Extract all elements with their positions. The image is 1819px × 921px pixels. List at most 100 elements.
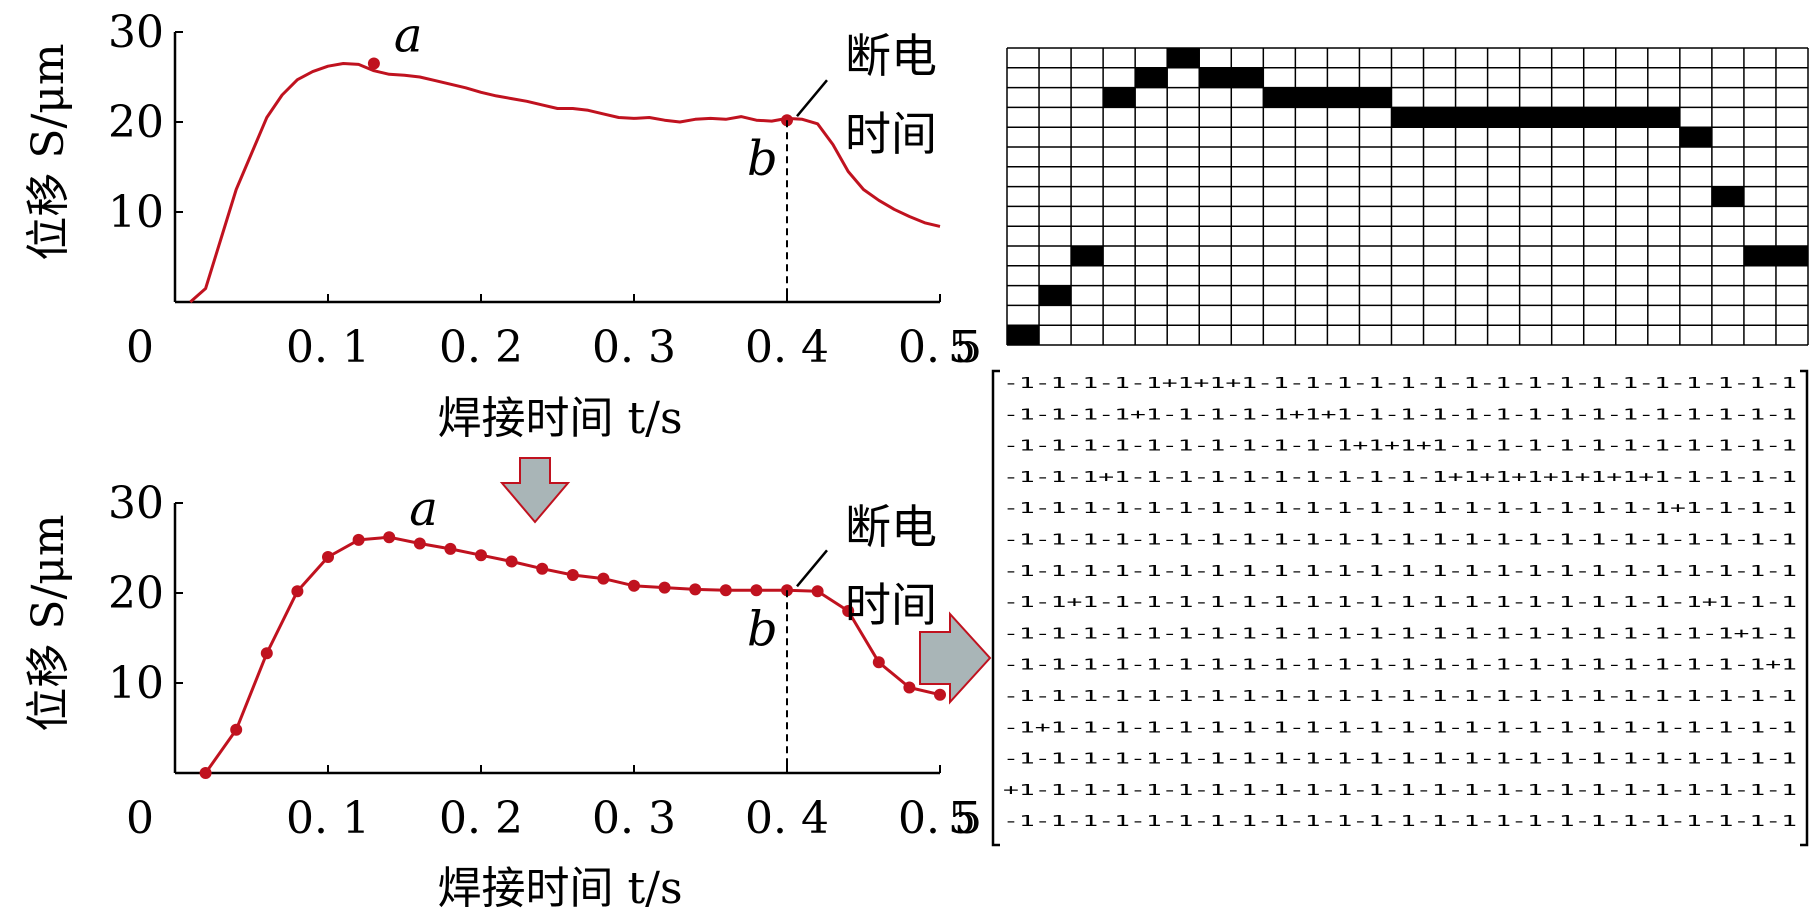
data-point	[903, 681, 916, 694]
grid-filled-cell	[1583, 107, 1616, 128]
matrix-row: -1-1-1-1-1-1-1-1-1-1-1-1-1-1-1-1-1-1-1-1…	[1003, 499, 1797, 517]
top-chart-point-b-label: b	[747, 131, 778, 187]
bottom-chart: 0 0. 1 0. 2 0. 3 0. 4 0. 5 10 20 30 a b 断电 时间 焊接…	[23, 478, 982, 914]
bottom-chart-y-axis-label: 位移 S/μm	[23, 514, 74, 731]
grid-filled-cell	[1231, 67, 1264, 88]
grid-filled-cell	[1647, 107, 1680, 128]
top-chart-axes	[173, 32, 940, 304]
matrix-row: -1+1-1-1-1-1-1-1-1-1-1-1-1-1-1-1-1-1-1-1…	[1003, 718, 1797, 736]
data-point	[536, 562, 549, 575]
x-tick-label: 0. 1	[286, 322, 370, 373]
y-tick-label: 30	[108, 7, 164, 58]
y-tick-label: 20	[108, 568, 164, 619]
grid-filled-cell	[1391, 107, 1424, 128]
matrix-row: -1-1-1-1-1-1-1-1-1-1-1-1-1-1-1-1-1-1-1-1…	[1003, 656, 1797, 674]
x-tick-label: 0	[126, 793, 154, 844]
x-tick-label: 5	[948, 322, 976, 373]
matrix-row: -1-1-1-1-1-1-1-1-1-1-1-1-1-1-1-1-1-1-1-1…	[1003, 750, 1797, 768]
right-arrow-icon	[919, 611, 992, 705]
matrix-row: -1-1-1-1+1-1-1-1-1+1+1-1-1-1-1-1-1-1-1-1…	[1003, 405, 1797, 423]
matrix-row: -1-1-1-1-1-1-1-1-1-1-1-1-1-1-1-1-1-1-1-1…	[1003, 562, 1797, 580]
binary-grid-lines: 5	[948, 47, 1809, 373]
data-point	[872, 656, 885, 669]
bottom-chart-cutoff-callout	[796, 549, 828, 588]
grid-filled-cell	[1135, 67, 1168, 88]
data-point	[811, 585, 824, 598]
x-tick-label: 0. 3	[592, 322, 676, 373]
data-point	[658, 581, 671, 594]
matrix-right-bracket	[1800, 369, 1809, 847]
x-tick-label: 0. 2	[439, 793, 523, 844]
bottom-chart-cutoff-label-line1: 断电	[845, 500, 937, 554]
grid-filled-cell	[1167, 48, 1200, 68]
y-tick-label: 10	[108, 187, 164, 238]
data-point	[291, 585, 304, 598]
data-point	[322, 551, 334, 563]
grid-filled-cell	[1295, 87, 1328, 108]
grid-filled-cell	[1103, 87, 1136, 108]
grid-filled-cell	[1519, 107, 1552, 128]
data-point	[566, 569, 579, 581]
data-point	[475, 549, 487, 562]
bottom-chart-x-axis-label: 焊接时间 t/s	[437, 863, 682, 914]
binary-grid-cells	[1007, 48, 1808, 345]
top-chart-cutoff-label-line2: 时间	[845, 107, 937, 161]
x-tick-label: 0. 5	[898, 793, 982, 844]
bottom-chart-axes	[173, 503, 940, 775]
top-chart: 0 0. 1 0. 2 0. 3 0. 4 0. 5 10 20 30 a b 断电 时间 焊接…	[23, 7, 982, 444]
grid-filled-cell	[1551, 107, 1584, 128]
top-chart-cutoff-label-line1: 断电	[845, 29, 937, 83]
y-tick-label: 20	[108, 97, 164, 148]
grid-filled-cell	[1071, 246, 1104, 266]
grid-filled-cell	[1039, 285, 1072, 306]
x-tick-label: 0	[126, 322, 154, 373]
bottom-chart-point-b-label: b	[747, 601, 778, 657]
data-point	[260, 647, 273, 660]
grid-filled-cell	[1615, 107, 1648, 128]
bottom-chart-cutoff-label-line2: 时间	[845, 578, 937, 632]
grid-filled-cell	[1487, 107, 1520, 128]
grid-filled-cell	[1199, 67, 1232, 88]
x-tick-label: 0. 4	[745, 793, 829, 844]
x-tick-label: 0. 3	[592, 793, 676, 844]
matrix-row: -1-1-1-1-1-1-1-1-1-1-1-1-1-1-1-1-1-1-1-1…	[1003, 531, 1797, 549]
data-point	[842, 605, 855, 617]
matrix-row: -1-1-1-1-1+1+1+1-1-1-1-1-1-1-1-1-1-1-1-1…	[1003, 374, 1797, 392]
grid-filled-cell	[1775, 246, 1808, 266]
data-point	[444, 542, 457, 555]
x-tick-label: 5	[948, 793, 976, 844]
top-chart-point-a-label: a	[394, 8, 423, 64]
data-point	[597, 572, 610, 585]
matrix-row: -1-1+1-1-1-1-1-1-1-1-1-1-1-1-1-1-1-1-1-1…	[1003, 593, 1797, 611]
grid-filled-cell	[1263, 87, 1296, 108]
matrix-row: -1-1-1-1-1-1-1-1-1-1-1-1-1-1-1-1-1-1-1-1…	[1003, 687, 1797, 705]
data-point	[628, 579, 640, 592]
bottom-chart-series	[199, 531, 946, 779]
top-chart-x-axis-label: 焊接时间 t/s	[437, 393, 682, 444]
x-tick-label: 0. 2	[439, 322, 523, 373]
y-tick-label: 30	[108, 478, 164, 529]
data-point	[199, 767, 212, 779]
binary-grid: 5	[948, 47, 1809, 373]
series-line	[189, 62, 941, 304]
bottom-chart-ticks: 0 0. 1 0. 2 0. 3 0. 4 0. 5 10 20 30	[108, 478, 982, 844]
data-point	[352, 533, 365, 546]
binary-matrix: -1-1-1-1-1+1+1+1-1-1-1-1-1-1-1-1-1-1-1-1…	[948, 369, 1809, 847]
data-point	[719, 584, 732, 597]
grid-filled-cell	[1711, 186, 1744, 207]
data-point	[383, 531, 396, 544]
down-arrow-icon	[499, 457, 571, 524]
data-point	[934, 688, 946, 701]
matrix-row: -1-1-1-1-1-1-1-1-1-1-1-1-1-1-1-1-1-1-1-1…	[1003, 624, 1797, 642]
grid-filled-cell	[1455, 107, 1488, 128]
top-chart-series	[189, 57, 941, 304]
matrix-row: -1-1-1+1-1-1-1-1-1-1-1-1-1-1+1+1+1+1+1+1…	[1003, 468, 1797, 486]
grid-filled-cell	[1679, 127, 1712, 147]
x-tick-label: 0. 4	[745, 322, 829, 373]
data-point	[689, 583, 702, 596]
grid-filled-cell	[1327, 87, 1360, 108]
grid-filled-cell	[1423, 107, 1456, 128]
x-tick-label: 0. 5	[898, 322, 982, 373]
grid-filled-cell	[1743, 246, 1776, 266]
